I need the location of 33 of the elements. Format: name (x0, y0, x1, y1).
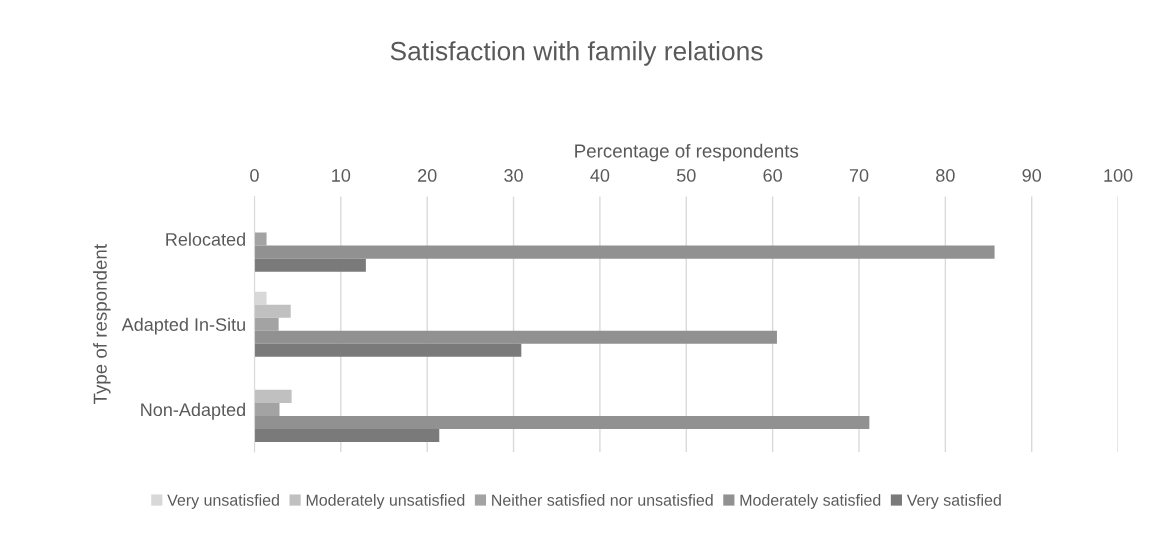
y-tick-label: Adapted In-Situ (121, 317, 245, 335)
legend-label: Neither satisfied nor unsatisfied (492, 494, 713, 506)
x-tick-label: 40 (590, 169, 610, 182)
legend-label: Very unsatisfied (167, 494, 279, 509)
y-axis-title: Type of respondent (93, 244, 111, 405)
legend-label: Moderately satisfied (740, 494, 881, 509)
bar (254, 317, 279, 331)
bar (254, 330, 777, 344)
bar (254, 258, 366, 272)
y-tick-label: Relocated (166, 232, 245, 246)
x-tick-label: 50 (676, 169, 696, 182)
x-tick-label: 60 (763, 169, 782, 182)
y-tick-label: Non-Adapted (141, 402, 245, 420)
legend-label: Very satisfied (906, 494, 1001, 509)
x-tick-label: 90 (1022, 169, 1042, 182)
bar (254, 389, 292, 403)
bar (254, 415, 870, 429)
x-tick-label: 70 (849, 169, 869, 182)
bar (254, 304, 291, 318)
x-tick-label: 80 (936, 169, 955, 182)
bar (254, 428, 440, 442)
bar (254, 232, 267, 246)
chart-title: Satisfaction with family relations (390, 41, 763, 66)
x-tick-label: 0 (250, 169, 259, 182)
bar (254, 245, 995, 259)
x-tick-label: 30 (504, 169, 523, 182)
x-tick-label: 20 (418, 169, 437, 182)
bar (254, 343, 522, 357)
x-axis-title: Percentage of respondents (575, 143, 799, 162)
bar (254, 402, 280, 416)
legend-label: Moderately unsatisfied (306, 494, 465, 509)
x-tick-label: 100 (1104, 169, 1133, 182)
x-tick-label: 10 (332, 169, 351, 182)
